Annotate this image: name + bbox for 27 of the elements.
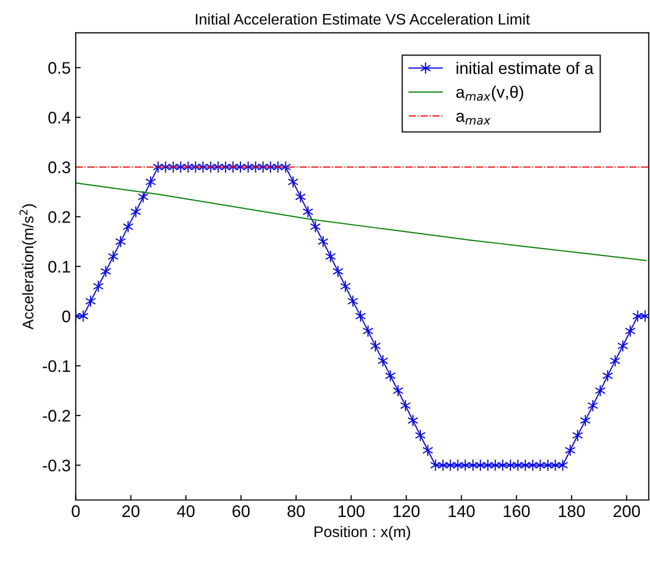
legend-label: a$_{max}$(v,θ) [456, 86, 524, 102]
y-axis-title: Acceleration(m/s$^{2}$) [19, 204, 36, 330]
y-tick-label: -0.3 [42, 460, 70, 472]
x-tick-label: 20 [122, 505, 140, 518]
y-tick-label: -0.2 [42, 410, 70, 422]
x-tick-label: 100 [338, 505, 364, 518]
y-tick-label: 0.1 [48, 260, 70, 273]
x-tick-label: 160 [504, 505, 530, 518]
legend-label: a$_{max}$ [456, 112, 491, 125]
x-tick-label: 60 [232, 505, 250, 518]
x-axis-title: Position : x(m) [314, 526, 410, 540]
line-series [76, 182, 646, 262]
x-tick-label: 0 [72, 505, 80, 518]
x-tick-label: 40 [177, 505, 195, 518]
y-tick-label: 0.4 [48, 112, 70, 124]
x-tick-label: 180 [558, 505, 585, 518]
legend-label: initial estimate of a [456, 62, 594, 74]
chart-title: Initial Acceleration Estimate VS Acceleration Limit [196, 13, 530, 25]
x-tick-label: 120 [394, 505, 420, 518]
y-tick-label: 0.2 [48, 211, 70, 223]
x-tick-label: 140 [448, 505, 475, 518]
y-tick-label: 0.5 [48, 62, 70, 74]
y-tick-label: 0 [62, 310, 70, 322]
y-tick-label: -0.1 [42, 360, 70, 372]
y-tick-label: 0.3 [48, 161, 70, 174]
x-tick-label: 200 [614, 505, 640, 518]
x-tick-label: 80 [288, 505, 305, 518]
